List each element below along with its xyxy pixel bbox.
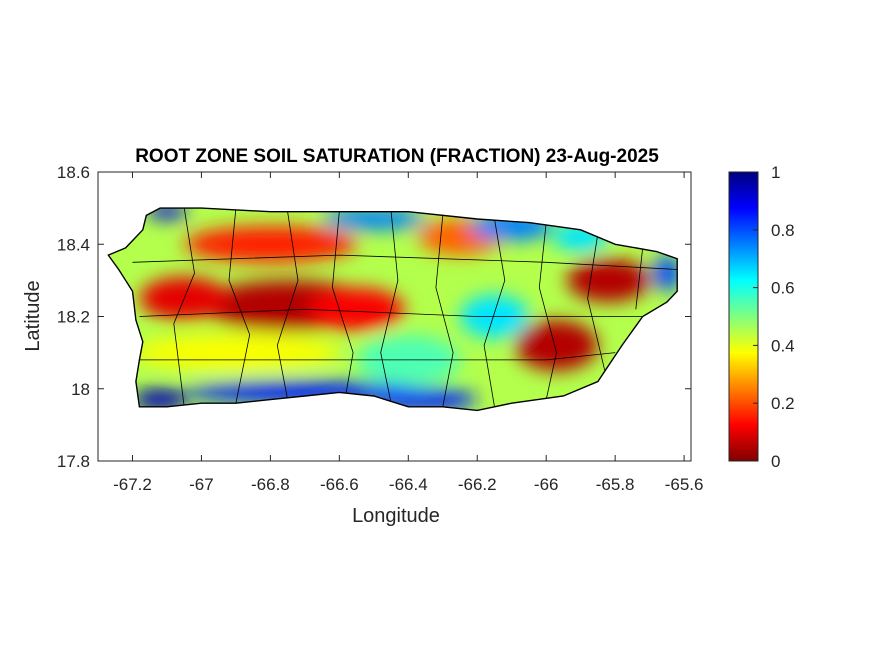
x-axis: -67.2 -67 -66.8 -66.6 -66.4 -66.2 -66 -65.8 -65.… <box>113 172 703 494</box>
island-outline <box>107 207 678 412</box>
x-tick-label: -66.2 <box>458 475 497 494</box>
colorbar-tick-label: 1 <box>771 163 780 182</box>
y-tick-label: 18 <box>71 380 90 399</box>
x-tick-label: -66 <box>534 475 559 494</box>
saturation-patch-2 <box>308 287 405 331</box>
municipality-border-8 <box>587 233 606 371</box>
municipality-border-0 <box>173 208 195 407</box>
municipality-border-1 <box>228 208 251 404</box>
colorbar <box>728 171 759 462</box>
x-tick-label: -65.8 <box>596 475 635 494</box>
y-tick-label: 18.4 <box>57 235 90 254</box>
municipality-border-11 <box>139 308 650 317</box>
colorbar-tick-label: 0 <box>771 452 780 471</box>
x-tick-label: -66.8 <box>251 475 290 494</box>
saturation-patch-5 <box>184 226 357 263</box>
x-tick-label: -67.2 <box>113 475 152 494</box>
municipality-border-10 <box>132 254 678 270</box>
municipality-border-6 <box>483 218 506 407</box>
saturation-patch-4 <box>515 320 598 371</box>
municipality-border-3 <box>331 211 354 393</box>
x-tick-label: -67 <box>189 475 214 494</box>
colorbar-ticks: 0 0.2 0.4 0.6 0.8 1 <box>753 163 795 471</box>
y-tick-label: 17.8 <box>57 452 90 471</box>
saturation-patch-10 <box>132 334 340 371</box>
colorbar-tick-label: 0.8 <box>771 221 795 240</box>
x-axis-label: Longitude <box>352 505 440 527</box>
municipality-border-12 <box>139 352 616 361</box>
municipality-border-4 <box>380 211 399 404</box>
chart-title: ROOT ZONE SOIL SATURATION (FRACTION) 23-… <box>135 146 659 167</box>
x-tick-label: -66.4 <box>389 475 428 494</box>
saturation-patch-16 <box>653 255 678 292</box>
municipality-borders <box>132 208 678 407</box>
colorbar-tick-label: 0.6 <box>771 279 795 298</box>
colorbar-tick-label: 0.2 <box>771 394 795 413</box>
x-tick-label: -65.6 <box>665 475 704 494</box>
saturation-patch-3 <box>566 258 650 303</box>
x-tick-label: -66.6 <box>320 475 359 494</box>
municipality-border-9 <box>635 247 644 310</box>
y-tick-label: 18.6 <box>57 163 90 182</box>
y-tick-label: 18.2 <box>57 308 90 327</box>
y-axis: 17.8 18 18.2 18.4 18.6 <box>57 163 691 471</box>
saturation-patch-12 <box>132 388 188 411</box>
municipality-border-5 <box>435 215 454 407</box>
saturation-patch-15 <box>322 208 426 230</box>
municipality-border-2 <box>276 211 299 400</box>
y-axis-label: Latitude <box>22 280 44 351</box>
municipality-border-7 <box>538 222 557 400</box>
colorbar-tick-label: 0.4 <box>771 336 795 355</box>
